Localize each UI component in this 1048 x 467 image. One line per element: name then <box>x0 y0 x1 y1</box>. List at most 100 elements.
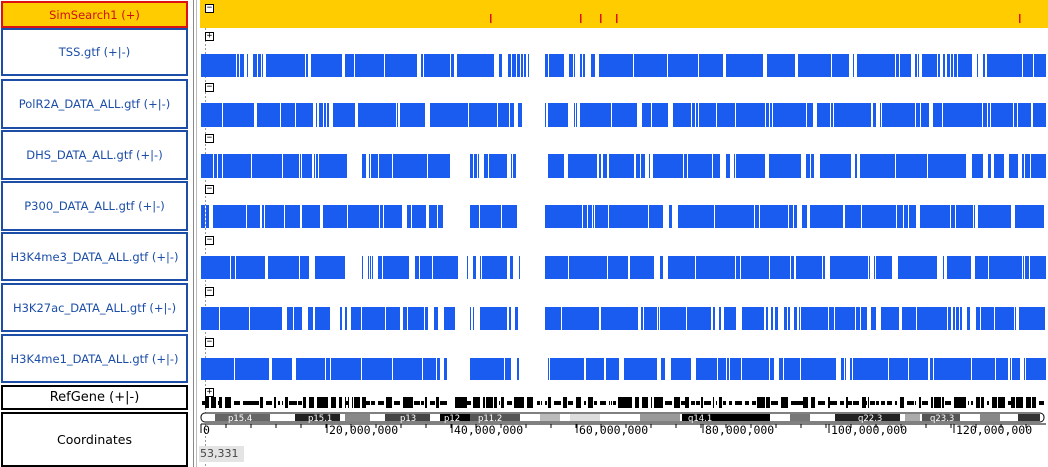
feature-block <box>315 307 330 330</box>
feature-block <box>845 205 861 228</box>
track-label-simsearch[interactable]: SimSearch1 (+) <box>1 1 188 28</box>
gene-feature <box>594 401 597 405</box>
feature-block <box>220 307 249 330</box>
track-label-refgene[interactable]: RefGene (+|-) <box>1 385 188 410</box>
gene-feature <box>781 397 788 408</box>
feature-block <box>779 358 783 380</box>
gene-feature <box>771 401 778 405</box>
feature-block <box>362 256 363 279</box>
feature-block <box>769 154 801 178</box>
feature-block <box>201 256 230 279</box>
feature-block <box>385 54 417 77</box>
feature-block <box>1023 256 1024 279</box>
track-label-text: P300_DATA_ALL.gtf (+|-) <box>24 199 165 213</box>
gene-feature <box>830 401 837 405</box>
track-label-p300[interactable]: P300_DATA_ALL.gtf (+|-) <box>1 181 188 231</box>
collapse-toggle-icon[interactable]: − <box>205 133 214 143</box>
feature-block <box>897 205 903 228</box>
feature-block <box>983 103 987 127</box>
feature-block <box>428 154 450 178</box>
track-label-polr2a[interactable]: PolR2A_DATA_ALL.gtf (+|-) <box>1 79 188 129</box>
gene-feature <box>285 397 288 408</box>
feature-block <box>972 154 983 178</box>
gene-feature <box>205 397 209 408</box>
gene-feature <box>348 397 349 408</box>
simsearch-hit <box>490 14 492 23</box>
gene-feature <box>887 401 892 405</box>
feature-block <box>1031 154 1046 178</box>
feature-block <box>574 54 575 77</box>
feature-block <box>482 256 507 279</box>
feature-block <box>550 358 584 380</box>
collapse-toggle-icon[interactable]: − <box>205 286 214 296</box>
feature-block <box>302 154 312 178</box>
track-label-text: PolR2A_DATA_ALL.gtf (+|-) <box>18 97 171 111</box>
gene-feature <box>507 401 512 405</box>
collapse-toggle-icon[interactable]: − <box>205 235 214 245</box>
feature-block <box>434 307 438 330</box>
collapse-toggle-icon[interactable]: − <box>205 3 214 13</box>
feature-block <box>521 54 523 77</box>
feature-block <box>348 205 379 228</box>
feature-block <box>316 154 318 178</box>
feature-block <box>1012 358 1020 380</box>
feature-block <box>983 54 985 77</box>
feature-block <box>684 154 687 178</box>
feature-block <box>201 205 205 228</box>
feature-block <box>478 154 479 178</box>
feature-block <box>811 154 814 178</box>
feature-block <box>798 54 831 77</box>
feature-block <box>470 358 504 380</box>
gene-feature <box>563 397 567 408</box>
gene-feature <box>292 401 297 405</box>
feature-block <box>569 54 573 77</box>
feature-block <box>240 54 244 77</box>
track-label-h3k4me3[interactable]: H3K4me3_DATA_ALL.gtf (+|-) <box>1 232 188 281</box>
feature-block <box>951 54 953 77</box>
feature-block <box>641 154 645 178</box>
gene-feature <box>219 397 222 408</box>
collapse-toggle-icon[interactable]: − <box>205 337 214 347</box>
gene-feature <box>354 397 360 408</box>
gene-feature <box>848 401 852 405</box>
gene-feature <box>719 397 722 408</box>
gene-feature <box>870 401 875 405</box>
feature-block <box>943 103 982 127</box>
collapse-toggle-icon[interactable]: − <box>205 82 214 92</box>
feature-block <box>319 154 347 178</box>
feature-block <box>978 205 1011 228</box>
gene-feature <box>560 401 561 405</box>
track-label-coordinates[interactable]: Coordinates <box>1 412 188 467</box>
feature-block <box>601 307 638 330</box>
feature-block <box>524 54 526 77</box>
expand-toggle-icon[interactable]: + <box>205 31 214 41</box>
feature-block <box>1018 103 1031 127</box>
feature-block <box>829 307 834 330</box>
track-label-tss[interactable]: TSS.gtf (+|-) <box>1 28 188 76</box>
gene-feature <box>298 401 302 405</box>
feature-block <box>253 54 257 77</box>
feature-block <box>512 54 516 77</box>
feature-block <box>766 103 769 127</box>
feature-block <box>644 307 657 330</box>
feature-block <box>730 358 741 380</box>
gene-feature <box>403 397 406 408</box>
feature-block <box>231 256 235 279</box>
track-label-dhs[interactable]: DHS_DATA_ALL.gtf (+|-) <box>1 130 188 180</box>
feature-block <box>960 307 962 330</box>
feature-block <box>921 103 929 127</box>
gene-feature <box>605 401 606 405</box>
track-label-h3k4me1[interactable]: H3K4me1_DATA_ALL.gtf (+|-) <box>1 334 188 383</box>
gene-feature <box>611 401 612 405</box>
feature-block <box>882 103 915 127</box>
feature-block <box>834 103 871 127</box>
gene-feature <box>303 397 306 408</box>
feature-block <box>429 205 437 228</box>
expand-toggle-icon[interactable]: + <box>205 387 214 397</box>
collapse-toggle-icon[interactable]: − <box>205 184 214 194</box>
feature-block <box>400 103 425 127</box>
gene-feature <box>282 401 283 405</box>
track-label-h3k27ac[interactable]: H3K27ac_DATA_ALL.gtf (+|-) <box>1 283 188 332</box>
feature-block <box>896 54 899 77</box>
